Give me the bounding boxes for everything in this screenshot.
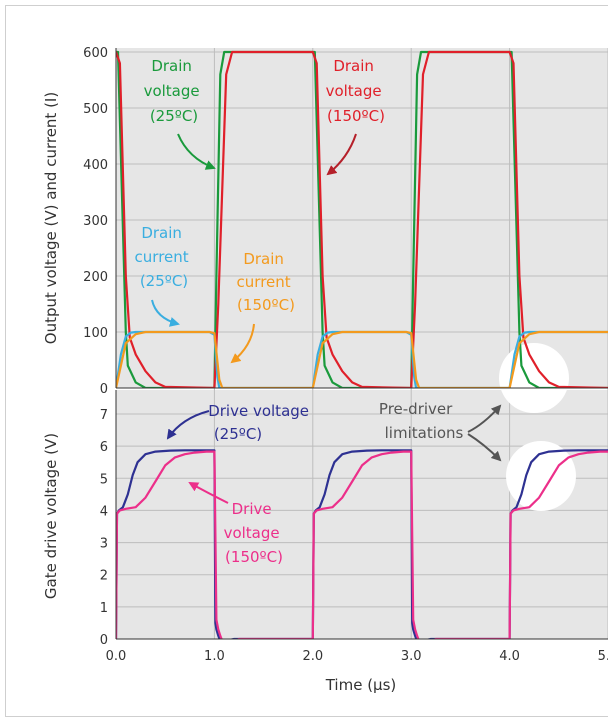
gate-drive-waveform-chart: 0 100 200 300 400 500 600 0 1 2 3 4 5 6 7 0.0 1.0 2.0 3.0 4… [42, 46, 608, 694]
x-tick-label: 3.0 [401, 649, 422, 664]
x-axis-title: Time (µs) [325, 676, 397, 694]
top-series-group [116, 50, 608, 388]
highlight-circle-top [499, 343, 569, 413]
bottom-y-tick-label: 6 [100, 440, 108, 455]
x-tick-label: 0.0 [106, 649, 127, 664]
annotation-drain-current-25c: Drain current (25ºC) [135, 224, 194, 290]
top-y-tick-label: 200 [83, 270, 108, 285]
figure-frame: 0 100 200 300 400 500 600 0 1 2 3 4 5 6 7 0.0 1.0 2.0 3.0 4… [5, 5, 608, 717]
annotation-drain-current-150c: Drain current (150ºC) [237, 250, 296, 314]
series-line-drive-voltage-25-c [116, 449, 608, 639]
bottom-y-tick-label: 0 [100, 633, 108, 648]
bottom-y-tick-label: 4 [100, 504, 108, 519]
axis-tick-labels: 0 100 200 300 400 500 600 0 1 2 3 4 5 6 7 0.0 1.0 2.0 3.0 4… [83, 46, 608, 664]
arrow-pre-driver-top [467, 404, 502, 433]
top-y-tick-label: 400 [83, 158, 108, 173]
arrow-drain-current-150c [230, 323, 255, 364]
x-tick-label: 5.0 [598, 649, 608, 664]
bottom-y-tick-label: 1 [100, 601, 108, 616]
bottom-y-axis-title: Gate drive voltage (V) [42, 433, 60, 599]
arrow-drain-voltage-25c [177, 133, 216, 170]
bottom-y-tick-label: 2 [100, 569, 108, 584]
bottom-y-tick-label: 7 [100, 408, 108, 423]
series-line-drive-voltage-150-c [116, 450, 608, 639]
bottom-plot-area [116, 390, 608, 639]
top-y-tick-label: 100 [83, 326, 108, 341]
top-y-tick-label: 600 [83, 46, 108, 61]
annotation-drive-voltage-25c: Drive voltage (25ºC) [208, 402, 314, 443]
x-tick-label: 4.0 [499, 649, 520, 664]
annotation-drive-voltage-150c: Drive voltage (150ºC) [224, 500, 285, 566]
bottom-series-group [116, 449, 608, 639]
top-y-tick-label: 0 [100, 382, 108, 397]
series-line-drain-current-150-c [116, 330, 608, 388]
arrow-drive-voltage-25c [166, 410, 210, 440]
x-tick-label: 1.0 [204, 649, 225, 664]
x-tick-label: 2.0 [302, 649, 323, 664]
bottom-y-tick-label: 5 [100, 472, 108, 487]
series-line-drain-voltage-25-c [116, 50, 608, 388]
annotation-pre-driver-limitations: Pre-driver limitations [379, 400, 464, 442]
arrow-drain-current-25c [151, 299, 180, 327]
arrow-pre-driver-bottom [467, 433, 502, 462]
top-y-axis-title: Output voltage (V) and current (I) [42, 92, 60, 344]
top-y-tick-label: 300 [83, 214, 108, 229]
arrow-drain-voltage-150c [326, 133, 357, 176]
highlight-circle-bottom [506, 441, 576, 511]
annotation-drain-voltage-150c: Drain voltage (150ºC) [326, 57, 387, 125]
top-y-tick-label: 500 [83, 102, 108, 117]
annotation-drain-voltage-25c: Drain voltage (25ºC) [144, 57, 205, 125]
series-line-drain-voltage-150-c [116, 50, 608, 388]
bottom-y-tick-label: 3 [100, 537, 108, 552]
series-line-drain-current-25-c [116, 330, 608, 388]
arrow-drive-voltage-150c [188, 482, 229, 504]
